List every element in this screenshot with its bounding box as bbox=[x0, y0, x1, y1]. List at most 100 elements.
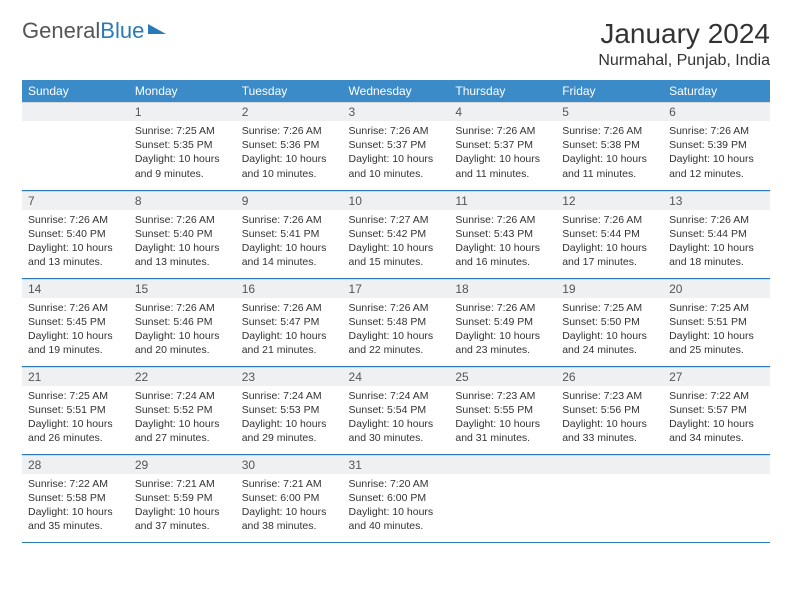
calendar-day-cell: 12Sunrise: 7:26 AMSunset: 5:44 PMDayligh… bbox=[556, 190, 663, 278]
day-number: 22 bbox=[129, 367, 236, 386]
header: GeneralBlue January 2024 Nurmahal, Punja… bbox=[22, 18, 770, 70]
day-info: Sunrise: 7:26 AMSunset: 5:44 PMDaylight:… bbox=[556, 210, 663, 274]
calendar-day-cell: 4Sunrise: 7:26 AMSunset: 5:37 PMDaylight… bbox=[449, 102, 556, 190]
day-info: Sunrise: 7:25 AMSunset: 5:51 PMDaylight:… bbox=[663, 298, 770, 362]
day-number-empty bbox=[22, 102, 129, 121]
day-number: 15 bbox=[129, 279, 236, 298]
calendar-day-cell: 18Sunrise: 7:26 AMSunset: 5:49 PMDayligh… bbox=[449, 278, 556, 366]
weekday-header: Wednesday bbox=[343, 80, 450, 102]
day-number: 26 bbox=[556, 367, 663, 386]
calendar-day-cell: 31Sunrise: 7:20 AMSunset: 6:00 PMDayligh… bbox=[343, 454, 450, 542]
day-number: 29 bbox=[129, 455, 236, 474]
day-info: Sunrise: 7:26 AMSunset: 5:43 PMDaylight:… bbox=[449, 210, 556, 274]
day-info: Sunrise: 7:21 AMSunset: 6:00 PMDaylight:… bbox=[236, 474, 343, 538]
day-info: Sunrise: 7:20 AMSunset: 6:00 PMDaylight:… bbox=[343, 474, 450, 538]
weekday-header: Friday bbox=[556, 80, 663, 102]
day-number-empty bbox=[449, 455, 556, 474]
triangle-icon bbox=[148, 24, 166, 34]
day-number: 24 bbox=[343, 367, 450, 386]
day-info: Sunrise: 7:25 AMSunset: 5:50 PMDaylight:… bbox=[556, 298, 663, 362]
day-info: Sunrise: 7:26 AMSunset: 5:40 PMDaylight:… bbox=[129, 210, 236, 274]
logo-word-1: General bbox=[22, 18, 100, 43]
calendar-day-cell: 19Sunrise: 7:25 AMSunset: 5:50 PMDayligh… bbox=[556, 278, 663, 366]
calendar-day-cell: 14Sunrise: 7:26 AMSunset: 5:45 PMDayligh… bbox=[22, 278, 129, 366]
day-info: Sunrise: 7:26 AMSunset: 5:47 PMDaylight:… bbox=[236, 298, 343, 362]
weekday-header: Saturday bbox=[663, 80, 770, 102]
day-number: 28 bbox=[22, 455, 129, 474]
calendar-day-cell: 13Sunrise: 7:26 AMSunset: 5:44 PMDayligh… bbox=[663, 190, 770, 278]
day-info: Sunrise: 7:24 AMSunset: 5:53 PMDaylight:… bbox=[236, 386, 343, 450]
calendar-head: SundayMondayTuesdayWednesdayThursdayFrid… bbox=[22, 80, 770, 102]
day-info: Sunrise: 7:25 AMSunset: 5:35 PMDaylight:… bbox=[129, 121, 236, 185]
month-title: January 2024 bbox=[598, 18, 770, 50]
day-info: Sunrise: 7:24 AMSunset: 5:52 PMDaylight:… bbox=[129, 386, 236, 450]
calendar-day-cell: 30Sunrise: 7:21 AMSunset: 6:00 PMDayligh… bbox=[236, 454, 343, 542]
calendar-day-cell bbox=[556, 454, 663, 542]
calendar-day-cell: 15Sunrise: 7:26 AMSunset: 5:46 PMDayligh… bbox=[129, 278, 236, 366]
logo: GeneralBlue bbox=[22, 18, 166, 44]
day-info: Sunrise: 7:26 AMSunset: 5:37 PMDaylight:… bbox=[343, 121, 450, 185]
day-number: 16 bbox=[236, 279, 343, 298]
calendar-day-cell: 20Sunrise: 7:25 AMSunset: 5:51 PMDayligh… bbox=[663, 278, 770, 366]
location-label: Nurmahal, Punjab, India bbox=[598, 52, 770, 70]
calendar-day-cell: 26Sunrise: 7:23 AMSunset: 5:56 PMDayligh… bbox=[556, 366, 663, 454]
calendar-body: 1Sunrise: 7:25 AMSunset: 5:35 PMDaylight… bbox=[22, 102, 770, 542]
day-number: 11 bbox=[449, 191, 556, 210]
day-info: Sunrise: 7:23 AMSunset: 5:55 PMDaylight:… bbox=[449, 386, 556, 450]
calendar-week-row: 1Sunrise: 7:25 AMSunset: 5:35 PMDaylight… bbox=[22, 102, 770, 190]
day-info: Sunrise: 7:26 AMSunset: 5:41 PMDaylight:… bbox=[236, 210, 343, 274]
calendar-day-cell: 9Sunrise: 7:26 AMSunset: 5:41 PMDaylight… bbox=[236, 190, 343, 278]
calendar-day-cell: 6Sunrise: 7:26 AMSunset: 5:39 PMDaylight… bbox=[663, 102, 770, 190]
day-info: Sunrise: 7:26 AMSunset: 5:49 PMDaylight:… bbox=[449, 298, 556, 362]
day-info: Sunrise: 7:22 AMSunset: 5:58 PMDaylight:… bbox=[22, 474, 129, 538]
calendar-day-cell: 8Sunrise: 7:26 AMSunset: 5:40 PMDaylight… bbox=[129, 190, 236, 278]
calendar-day-cell: 1Sunrise: 7:25 AMSunset: 5:35 PMDaylight… bbox=[129, 102, 236, 190]
calendar-day-cell: 17Sunrise: 7:26 AMSunset: 5:48 PMDayligh… bbox=[343, 278, 450, 366]
day-number: 14 bbox=[22, 279, 129, 298]
day-number: 10 bbox=[343, 191, 450, 210]
calendar-day-cell bbox=[663, 454, 770, 542]
day-number: 18 bbox=[449, 279, 556, 298]
day-info: Sunrise: 7:26 AMSunset: 5:44 PMDaylight:… bbox=[663, 210, 770, 274]
day-info: Sunrise: 7:22 AMSunset: 5:57 PMDaylight:… bbox=[663, 386, 770, 450]
day-info: Sunrise: 7:26 AMSunset: 5:40 PMDaylight:… bbox=[22, 210, 129, 274]
day-info: Sunrise: 7:21 AMSunset: 5:59 PMDaylight:… bbox=[129, 474, 236, 538]
day-info: Sunrise: 7:26 AMSunset: 5:48 PMDaylight:… bbox=[343, 298, 450, 362]
calendar-day-cell: 29Sunrise: 7:21 AMSunset: 5:59 PMDayligh… bbox=[129, 454, 236, 542]
day-info: Sunrise: 7:26 AMSunset: 5:39 PMDaylight:… bbox=[663, 121, 770, 185]
calendar-day-cell: 10Sunrise: 7:27 AMSunset: 5:42 PMDayligh… bbox=[343, 190, 450, 278]
calendar-week-row: 7Sunrise: 7:26 AMSunset: 5:40 PMDaylight… bbox=[22, 190, 770, 278]
day-number: 9 bbox=[236, 191, 343, 210]
day-number: 4 bbox=[449, 102, 556, 121]
day-number: 31 bbox=[343, 455, 450, 474]
calendar-week-row: 28Sunrise: 7:22 AMSunset: 5:58 PMDayligh… bbox=[22, 454, 770, 542]
day-number: 27 bbox=[663, 367, 770, 386]
calendar-day-cell bbox=[22, 102, 129, 190]
weekday-header: Monday bbox=[129, 80, 236, 102]
day-info: Sunrise: 7:23 AMSunset: 5:56 PMDaylight:… bbox=[556, 386, 663, 450]
weekday-row: SundayMondayTuesdayWednesdayThursdayFrid… bbox=[22, 80, 770, 102]
logo-word-2: Blue bbox=[100, 18, 144, 43]
day-number: 23 bbox=[236, 367, 343, 386]
calendar-day-cell: 24Sunrise: 7:24 AMSunset: 5:54 PMDayligh… bbox=[343, 366, 450, 454]
day-info: Sunrise: 7:26 AMSunset: 5:45 PMDaylight:… bbox=[22, 298, 129, 362]
day-number: 20 bbox=[663, 279, 770, 298]
day-number: 21 bbox=[22, 367, 129, 386]
calendar-day-cell: 3Sunrise: 7:26 AMSunset: 5:37 PMDaylight… bbox=[343, 102, 450, 190]
calendar-day-cell: 7Sunrise: 7:26 AMSunset: 5:40 PMDaylight… bbox=[22, 190, 129, 278]
calendar-day-cell: 16Sunrise: 7:26 AMSunset: 5:47 PMDayligh… bbox=[236, 278, 343, 366]
calendar-day-cell: 11Sunrise: 7:26 AMSunset: 5:43 PMDayligh… bbox=[449, 190, 556, 278]
day-info: Sunrise: 7:26 AMSunset: 5:38 PMDaylight:… bbox=[556, 121, 663, 185]
calendar-day-cell: 28Sunrise: 7:22 AMSunset: 5:58 PMDayligh… bbox=[22, 454, 129, 542]
weekday-header: Thursday bbox=[449, 80, 556, 102]
calendar-table: SundayMondayTuesdayWednesdayThursdayFrid… bbox=[22, 80, 770, 543]
calendar-day-cell: 2Sunrise: 7:26 AMSunset: 5:36 PMDaylight… bbox=[236, 102, 343, 190]
day-number: 8 bbox=[129, 191, 236, 210]
day-number: 13 bbox=[663, 191, 770, 210]
title-block: January 2024 Nurmahal, Punjab, India bbox=[598, 18, 770, 70]
calendar-day-cell: 22Sunrise: 7:24 AMSunset: 5:52 PMDayligh… bbox=[129, 366, 236, 454]
day-number: 12 bbox=[556, 191, 663, 210]
calendar-week-row: 21Sunrise: 7:25 AMSunset: 5:51 PMDayligh… bbox=[22, 366, 770, 454]
day-info: Sunrise: 7:27 AMSunset: 5:42 PMDaylight:… bbox=[343, 210, 450, 274]
calendar-day-cell: 5Sunrise: 7:26 AMSunset: 5:38 PMDaylight… bbox=[556, 102, 663, 190]
